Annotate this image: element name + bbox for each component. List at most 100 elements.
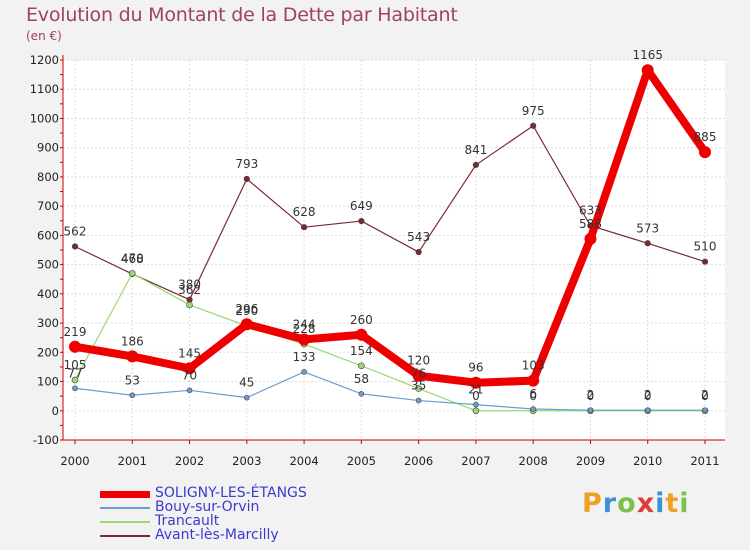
brand-letter: i xyxy=(655,488,666,519)
chart-unit: (en €) xyxy=(26,29,62,43)
legend-label: Bouy-sur-Orvin xyxy=(155,499,260,515)
data-point xyxy=(530,406,536,412)
data-point xyxy=(469,376,482,389)
y-tick-label: 500 xyxy=(37,258,59,272)
x-tick-label: 2004 xyxy=(289,454,318,468)
data-point xyxy=(240,318,253,331)
data-point xyxy=(587,407,594,413)
brand-letter: o xyxy=(617,488,637,519)
data-label: 633 xyxy=(579,204,602,218)
data-label: 562 xyxy=(64,224,87,238)
data-label: 885 xyxy=(694,130,717,144)
data-label: 362 xyxy=(178,283,201,297)
y-tick-label: 600 xyxy=(37,228,59,242)
data-label: 2 xyxy=(644,388,652,402)
legend-swatch xyxy=(100,490,150,498)
data-label: 6 xyxy=(529,387,537,401)
data-label: 145 xyxy=(178,346,201,360)
x-tick-label: 2008 xyxy=(519,454,548,468)
data-label: 628 xyxy=(293,205,316,219)
data-label: 793 xyxy=(235,157,258,171)
data-point xyxy=(530,122,537,129)
data-label: 154 xyxy=(350,344,373,358)
data-point xyxy=(415,248,422,256)
y-tick-label: 1100 xyxy=(30,82,59,96)
y-tick-label: 900 xyxy=(37,141,59,155)
data-label: 35 xyxy=(411,379,426,393)
x-tick-label: 2011 xyxy=(690,454,719,468)
data-point xyxy=(128,270,136,277)
y-tick-label: 1200 xyxy=(30,53,59,67)
data-point xyxy=(358,362,365,370)
data-label: 380 xyxy=(178,278,201,292)
data-point xyxy=(702,407,708,413)
data-label: 0 xyxy=(644,389,652,403)
data-point xyxy=(415,385,422,392)
x-tick-label: 2000 xyxy=(60,454,89,468)
y-tick-label: 400 xyxy=(37,287,59,301)
y-tick-label: 200 xyxy=(37,345,59,359)
data-label: 244 xyxy=(293,317,316,331)
data-point xyxy=(186,387,193,394)
data-label: 58 xyxy=(354,372,369,386)
y-tick-label: 800 xyxy=(37,170,59,184)
data-point xyxy=(129,392,136,399)
data-label: 0 xyxy=(529,389,537,403)
brand-letter: r xyxy=(602,488,618,519)
legend-label: Avant-lès-Marcilly xyxy=(155,527,279,543)
data-label: 975 xyxy=(522,104,545,118)
x-tick-label: 2001 xyxy=(118,454,147,468)
data-label: 53 xyxy=(125,373,140,387)
data-label: 133 xyxy=(293,350,316,364)
data-point xyxy=(701,258,709,265)
data-label: 0 xyxy=(701,389,709,403)
data-label: 296 xyxy=(235,302,258,316)
data-label: 103 xyxy=(522,359,545,373)
data-point xyxy=(472,407,480,415)
data-label: 510 xyxy=(694,240,717,254)
grid-layer xyxy=(63,59,725,441)
y-tick-label: 700 xyxy=(37,199,59,213)
legend-swatch xyxy=(100,507,150,509)
brand-letter: i xyxy=(679,488,690,519)
data-point xyxy=(644,240,651,247)
plot-background xyxy=(63,60,725,440)
data-point xyxy=(355,328,368,341)
y-tick-label: 1000 xyxy=(30,111,59,125)
brand-letter: t xyxy=(665,488,680,519)
data-label: 2 xyxy=(587,388,595,402)
label-layer: 562 468 380 793 628 649 543 841 975 633 573 510 105 4… xyxy=(64,48,717,403)
y-tick-label: 0 xyxy=(52,404,59,418)
data-point xyxy=(72,385,78,392)
data-label: 77 xyxy=(67,366,82,380)
brand-letter: P xyxy=(582,488,603,519)
data-label: 186 xyxy=(121,334,144,348)
data-label: 470 xyxy=(121,251,144,265)
data-point xyxy=(472,161,480,169)
data-label: 0 xyxy=(587,389,595,403)
series-line xyxy=(74,371,706,411)
data-label: 290 xyxy=(235,304,258,318)
data-label: 105 xyxy=(64,358,87,372)
data-point xyxy=(584,232,597,245)
data-label: 543 xyxy=(407,230,430,244)
y-tick-label: 100 xyxy=(37,375,59,389)
data-label: 1165 xyxy=(632,48,663,62)
y-tick-label: 300 xyxy=(37,316,59,330)
data-point xyxy=(644,407,651,413)
data-point xyxy=(641,64,654,77)
data-point xyxy=(186,301,193,309)
data-label: 468 xyxy=(121,252,144,266)
data-label: 219 xyxy=(64,325,87,339)
data-label: 649 xyxy=(350,199,373,213)
data-point xyxy=(412,369,425,382)
x-tick-label: 2007 xyxy=(461,454,490,468)
axis-layer: -100010020030040050060070080090010001100… xyxy=(30,53,725,468)
brand-letter: x xyxy=(636,488,656,519)
data-point xyxy=(186,296,193,303)
series-layer xyxy=(69,64,711,415)
data-point xyxy=(69,340,81,353)
series-line xyxy=(71,66,709,387)
